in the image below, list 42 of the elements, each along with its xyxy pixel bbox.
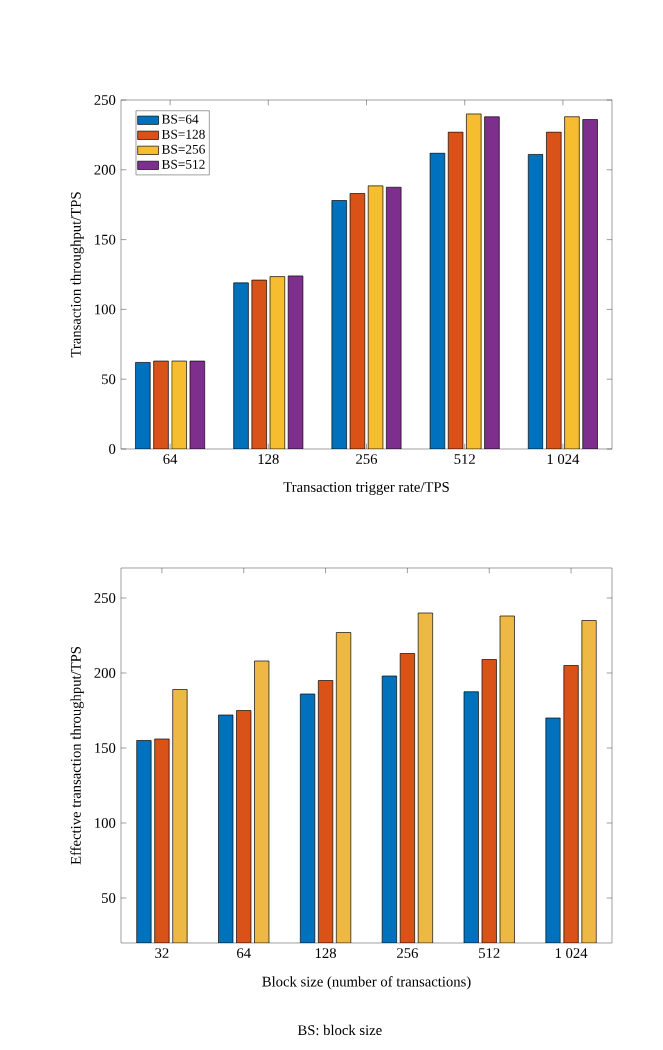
legend-label: BS=512	[161, 159, 205, 169]
bar	[349, 193, 366, 449]
y-tick-label: 200	[94, 164, 116, 175]
y-axis-title: Effective transaction throughput/TPS	[70, 646, 84, 865]
y-tick-label: 200	[94, 668, 116, 678]
x-tick-label: 64	[163, 454, 178, 465]
x-tick-label: 512	[454, 454, 475, 465]
legend-label: BS=128	[161, 129, 205, 139]
bar	[251, 279, 267, 449]
x-tick-label: 1 024	[555, 948, 588, 959]
text: BS: block size	[297, 1024, 382, 1036]
y-tick-label: 250	[94, 593, 116, 603]
y-tick-label: 0	[109, 444, 116, 454]
y-tick-label: 150	[95, 743, 116, 753]
y-axis-title: Transaction throughput/TPS	[70, 192, 84, 358]
x-tick-label: 512	[479, 948, 500, 958]
y-tick-label: 50	[102, 374, 116, 385]
x-axis-title: Transaction trigger rate/TPS	[283, 482, 449, 495]
legend-label: BS=64	[161, 114, 199, 124]
x-tick-label: 64	[237, 948, 251, 958]
x-tick-label: 256	[356, 454, 378, 465]
y-tick-label: 100	[95, 304, 116, 315]
x-tick-label: 128	[258, 454, 279, 465]
y-tick-label: 150	[95, 234, 116, 245]
y-tick-label: 100	[95, 818, 116, 828]
bar	[171, 360, 187, 449]
legend-label: BS=256	[161, 144, 205, 154]
x-tick-label: 128	[315, 948, 337, 959]
bar	[564, 116, 580, 449]
x-tick-label: 32	[155, 948, 169, 958]
bar	[546, 131, 562, 449]
bar	[233, 282, 249, 449]
x-tick-label: 1 024	[547, 454, 580, 465]
x-tick-label: 256	[397, 948, 418, 958]
y-tick-label: 250	[94, 95, 116, 105]
bar	[153, 360, 169, 449]
y-tick-label: 50	[102, 893, 116, 903]
bar	[484, 116, 500, 449]
bar	[135, 362, 151, 449]
bar	[447, 131, 464, 449]
bar	[582, 119, 598, 449]
x-axis-title: Block size (number of transactions)	[262, 976, 471, 990]
